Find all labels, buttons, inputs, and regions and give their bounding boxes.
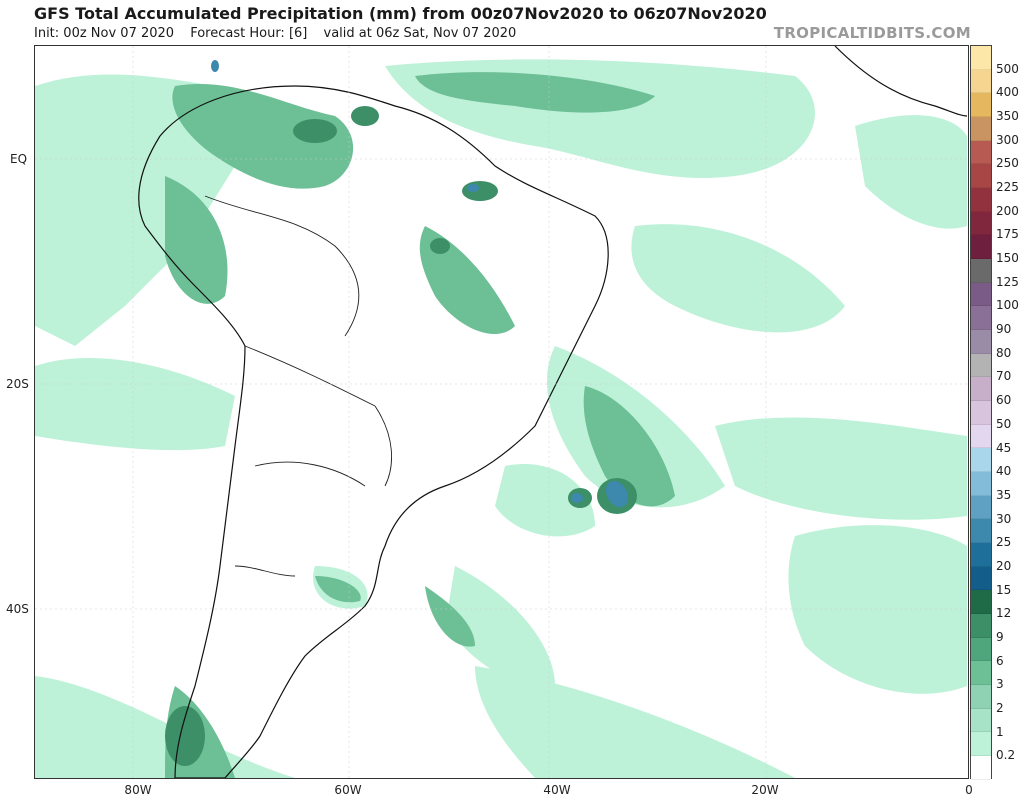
legend-swatch [971,306,991,331]
legend-swatch [971,93,991,118]
legend-swatch [971,140,991,165]
legend-label: 50 [996,416,1012,431]
legend-label: 350 [996,109,1019,124]
precip-core-areas [211,60,629,508]
legend-label: 200 [996,203,1019,218]
lat-label-eq: EQ [10,152,28,166]
legend-swatch [971,519,991,544]
legend-swatch [971,756,991,780]
legend-swatch [971,661,991,686]
precip-map[interactable] [34,45,969,779]
legend-swatch [971,543,991,567]
legend-swatch [971,164,991,189]
legend-label: 20 [996,558,1012,573]
legend-label: 6 [996,653,1004,668]
legend-label: 60 [996,393,1012,408]
country-borders [204,195,393,577]
legend-label: 150 [996,251,1019,266]
legend-swatch [971,472,991,496]
legend-label: 225 [996,180,1019,195]
legend-label: 1 [996,724,1004,739]
legend-swatch [971,685,991,709]
legend-label: 90 [996,322,1012,337]
legend-swatch [971,614,991,638]
legend-label: 9 [996,629,1004,644]
legend-label: 35 [996,487,1012,502]
legend-swatch [971,424,991,449]
legend-label: 0.2 [996,748,1016,763]
lon-label-40w: 40W [543,783,571,797]
legend-swatch [971,637,991,662]
legend-label: 300 [996,132,1019,147]
precip-heavy-areas [165,106,637,766]
legend-label: 15 [996,582,1012,597]
legend-label: 100 [996,298,1019,313]
valid-time: valid at 06z Sat, Nov 07 2020 [323,26,517,41]
lon-label-80w: 80W [124,783,152,797]
forecast-hour: Forecast Hour: [6] [190,26,308,41]
legend-label: 25 [996,535,1012,550]
legend-swatch [971,708,991,733]
legend-swatch [971,448,991,473]
brand-watermark: TROPICALTIDBITS.COM [773,24,971,42]
legend-label: 40 [996,464,1012,479]
legend-swatch [971,732,991,757]
graticule [35,46,968,778]
legend-label: 500 [996,61,1019,76]
chart-subtitle: Init: 00z Nov 07 2020 Forecast Hour: [6]… [34,26,528,41]
legend-swatch [971,566,991,591]
legend-label: 45 [996,440,1012,455]
legend-swatch [971,377,991,402]
legend-label: 175 [996,227,1019,242]
legend-label: 80 [996,345,1012,360]
legend-swatch [971,46,991,70]
legend-swatch [971,282,991,307]
legend-label: 30 [996,511,1012,526]
legend-swatch [971,259,991,283]
chart-title: GFS Total Accumulated Precipitation (mm)… [34,4,767,23]
precip-color-legend [970,45,992,780]
legend-swatch [971,188,991,212]
legend-swatch [971,117,991,141]
legend-swatch [971,353,991,378]
legend-swatch [971,211,991,236]
legend-label: 3 [996,677,1004,692]
legend-swatch [971,590,991,615]
lon-label-0: 0 [965,783,973,797]
precip-light-areas [35,59,967,778]
legend-swatch [971,235,991,260]
legend-label: 400 [996,85,1019,100]
legend-swatch [971,401,991,425]
precip-medium-areas [165,72,675,778]
init-time: Init: 00z Nov 07 2020 [34,26,175,41]
lat-label-20s: 20S [6,377,29,391]
legend-swatch [971,69,991,94]
lat-label-40s: 40S [6,602,29,616]
legend-swatch [971,330,991,354]
legend-label: 250 [996,156,1019,171]
africa-coastline [834,46,968,117]
legend-label: 2 [996,700,1004,715]
legend-label: 12 [996,606,1012,621]
map-canvas [35,46,968,778]
legend-label: 125 [996,274,1019,289]
lon-label-20w: 20W [751,783,779,797]
legend-swatch [971,495,991,520]
legend-label: 70 [996,369,1012,384]
lon-label-60w: 60W [334,783,362,797]
